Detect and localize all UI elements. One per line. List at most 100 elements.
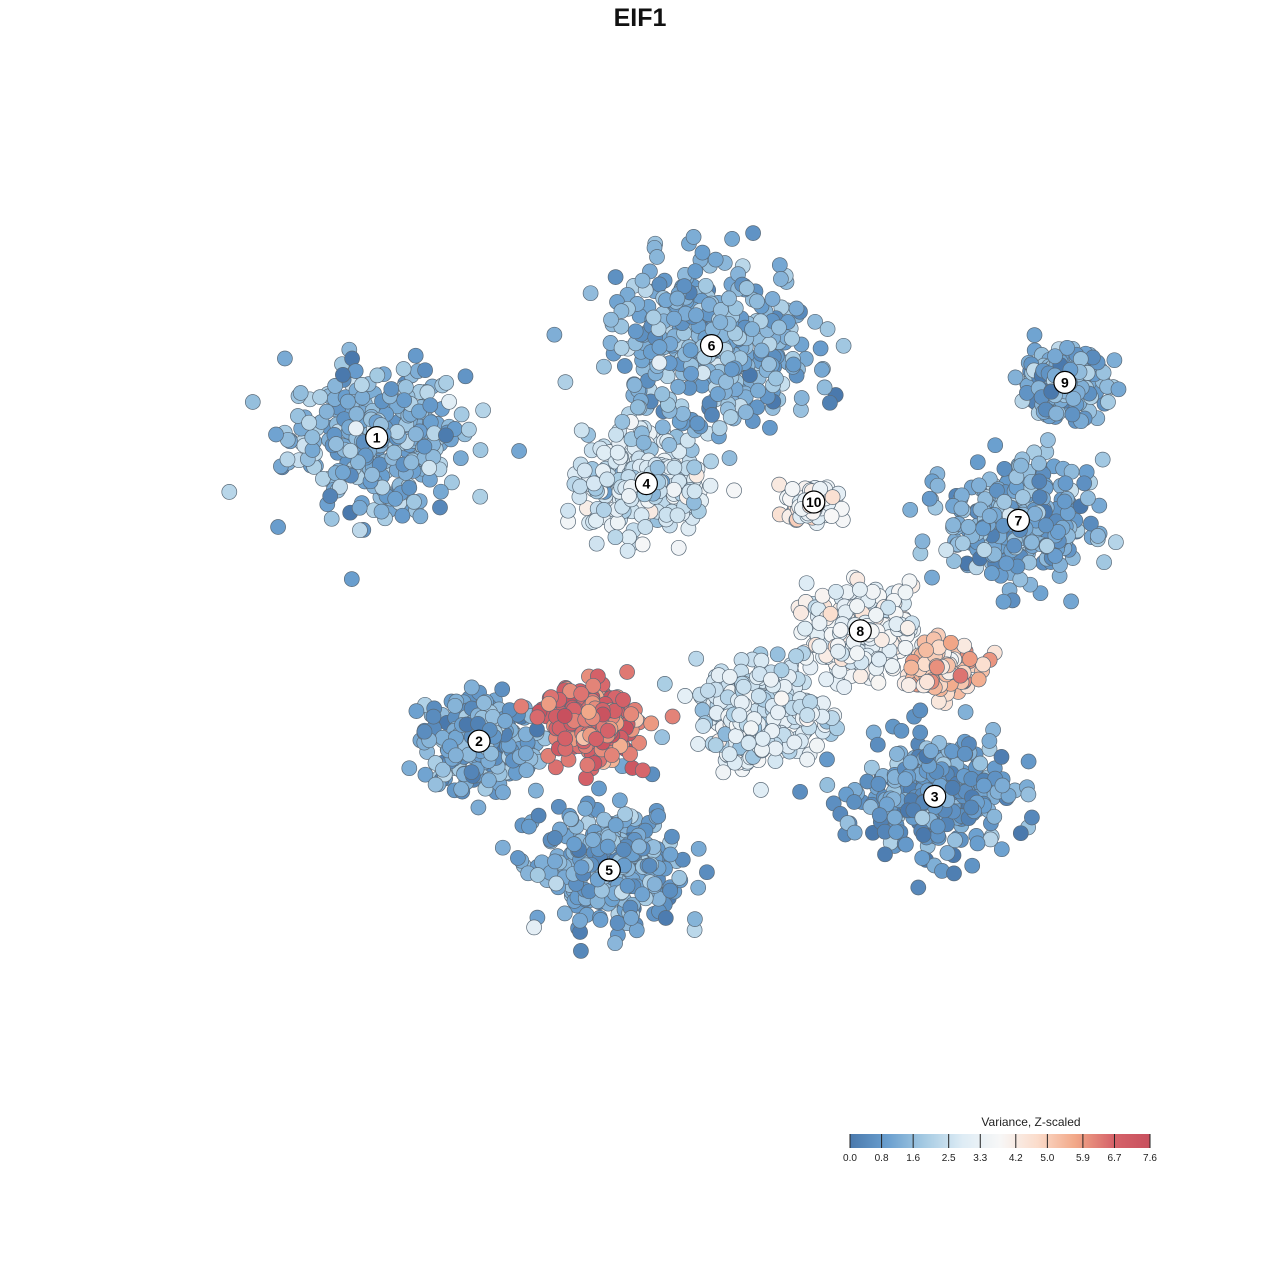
data-point	[743, 720, 759, 737]
data-point	[869, 736, 886, 753]
data-point	[607, 269, 624, 285]
data-point	[888, 824, 905, 840]
data-point	[994, 777, 1011, 794]
data-point	[626, 377, 643, 393]
data-point	[914, 850, 931, 866]
data-point	[407, 426, 424, 443]
data-point	[669, 290, 686, 307]
data-point	[560, 502, 576, 519]
data-point	[453, 781, 470, 798]
data-point	[494, 839, 511, 856]
data-point	[421, 460, 438, 476]
data-point	[721, 668, 738, 685]
data-point	[819, 321, 836, 337]
data-point	[715, 764, 732, 781]
data-point	[343, 571, 360, 587]
data-point	[832, 622, 849, 638]
data-point	[995, 593, 1012, 610]
data-point	[771, 319, 787, 336]
data-point	[578, 770, 594, 787]
data-point	[897, 640, 914, 656]
data-point	[279, 451, 296, 468]
data-point	[615, 841, 632, 858]
data-point	[695, 718, 711, 734]
legend-tick-label: 2.5	[942, 1153, 956, 1164]
data-point	[645, 309, 662, 326]
data-point	[433, 483, 449, 500]
data-point	[510, 850, 526, 866]
data-point	[407, 347, 424, 364]
data-point	[722, 409, 739, 425]
data-point	[849, 645, 865, 662]
cluster-label: 2	[475, 733, 483, 749]
data-point	[768, 370, 784, 387]
data-point	[518, 762, 535, 779]
data-point	[969, 835, 986, 852]
data-point	[664, 708, 681, 725]
data-point	[1110, 381, 1127, 398]
data-point	[993, 749, 1010, 765]
data-point	[662, 846, 679, 863]
data-point	[786, 734, 803, 751]
data-point	[635, 434, 652, 451]
data-point	[416, 438, 433, 455]
data-point	[799, 751, 816, 768]
data-point	[1031, 489, 1048, 505]
cluster-label: 6	[708, 338, 716, 354]
data-point	[811, 638, 828, 655]
data-point	[387, 490, 404, 507]
data-point	[651, 339, 668, 355]
data-point	[649, 249, 665, 265]
cluster-label: 9	[1061, 374, 1069, 390]
data-point	[1100, 394, 1116, 410]
data-point	[912, 702, 929, 719]
legend-tick-label: 3.3	[973, 1153, 987, 1164]
cluster-label: 8	[856, 623, 864, 639]
data-point	[1064, 406, 1081, 423]
data-point	[292, 385, 309, 401]
data-point	[828, 583, 844, 600]
data-point	[981, 733, 998, 749]
data-point	[784, 330, 800, 347]
data-point	[352, 522, 368, 539]
data-point	[662, 882, 679, 899]
data-point	[1023, 534, 1040, 551]
data-point	[712, 314, 729, 331]
data-point	[726, 482, 742, 499]
data-point	[846, 794, 863, 810]
data-point	[573, 943, 589, 959]
data-point	[929, 659, 945, 676]
data-point	[550, 798, 567, 815]
data-point	[438, 374, 455, 391]
data-point	[573, 422, 590, 439]
data-point	[773, 690, 790, 707]
data-point	[483, 745, 500, 762]
chart-title: EIF1	[613, 4, 667, 32]
data-point	[952, 667, 969, 684]
data-point	[919, 674, 935, 690]
data-point	[976, 777, 992, 794]
data-point	[1039, 538, 1055, 554]
data-point	[814, 361, 830, 378]
data-point	[447, 697, 463, 714]
data-point	[383, 381, 400, 397]
data-point	[957, 704, 974, 720]
data-point	[1106, 352, 1123, 369]
data-point	[814, 587, 831, 604]
data-point	[830, 643, 846, 660]
data-point	[914, 810, 931, 826]
data-point	[1020, 753, 1037, 770]
data-point	[369, 367, 386, 384]
data-point	[993, 841, 1010, 858]
data-point	[556, 708, 573, 724]
data-point	[797, 620, 813, 637]
data-point	[707, 251, 724, 268]
data-point	[823, 508, 840, 524]
data-point	[961, 651, 978, 667]
data-point	[947, 832, 963, 849]
data-point	[812, 340, 829, 357]
data-point	[335, 367, 351, 383]
data-point	[556, 905, 573, 922]
data-point	[511, 443, 527, 459]
data-point	[475, 402, 491, 419]
